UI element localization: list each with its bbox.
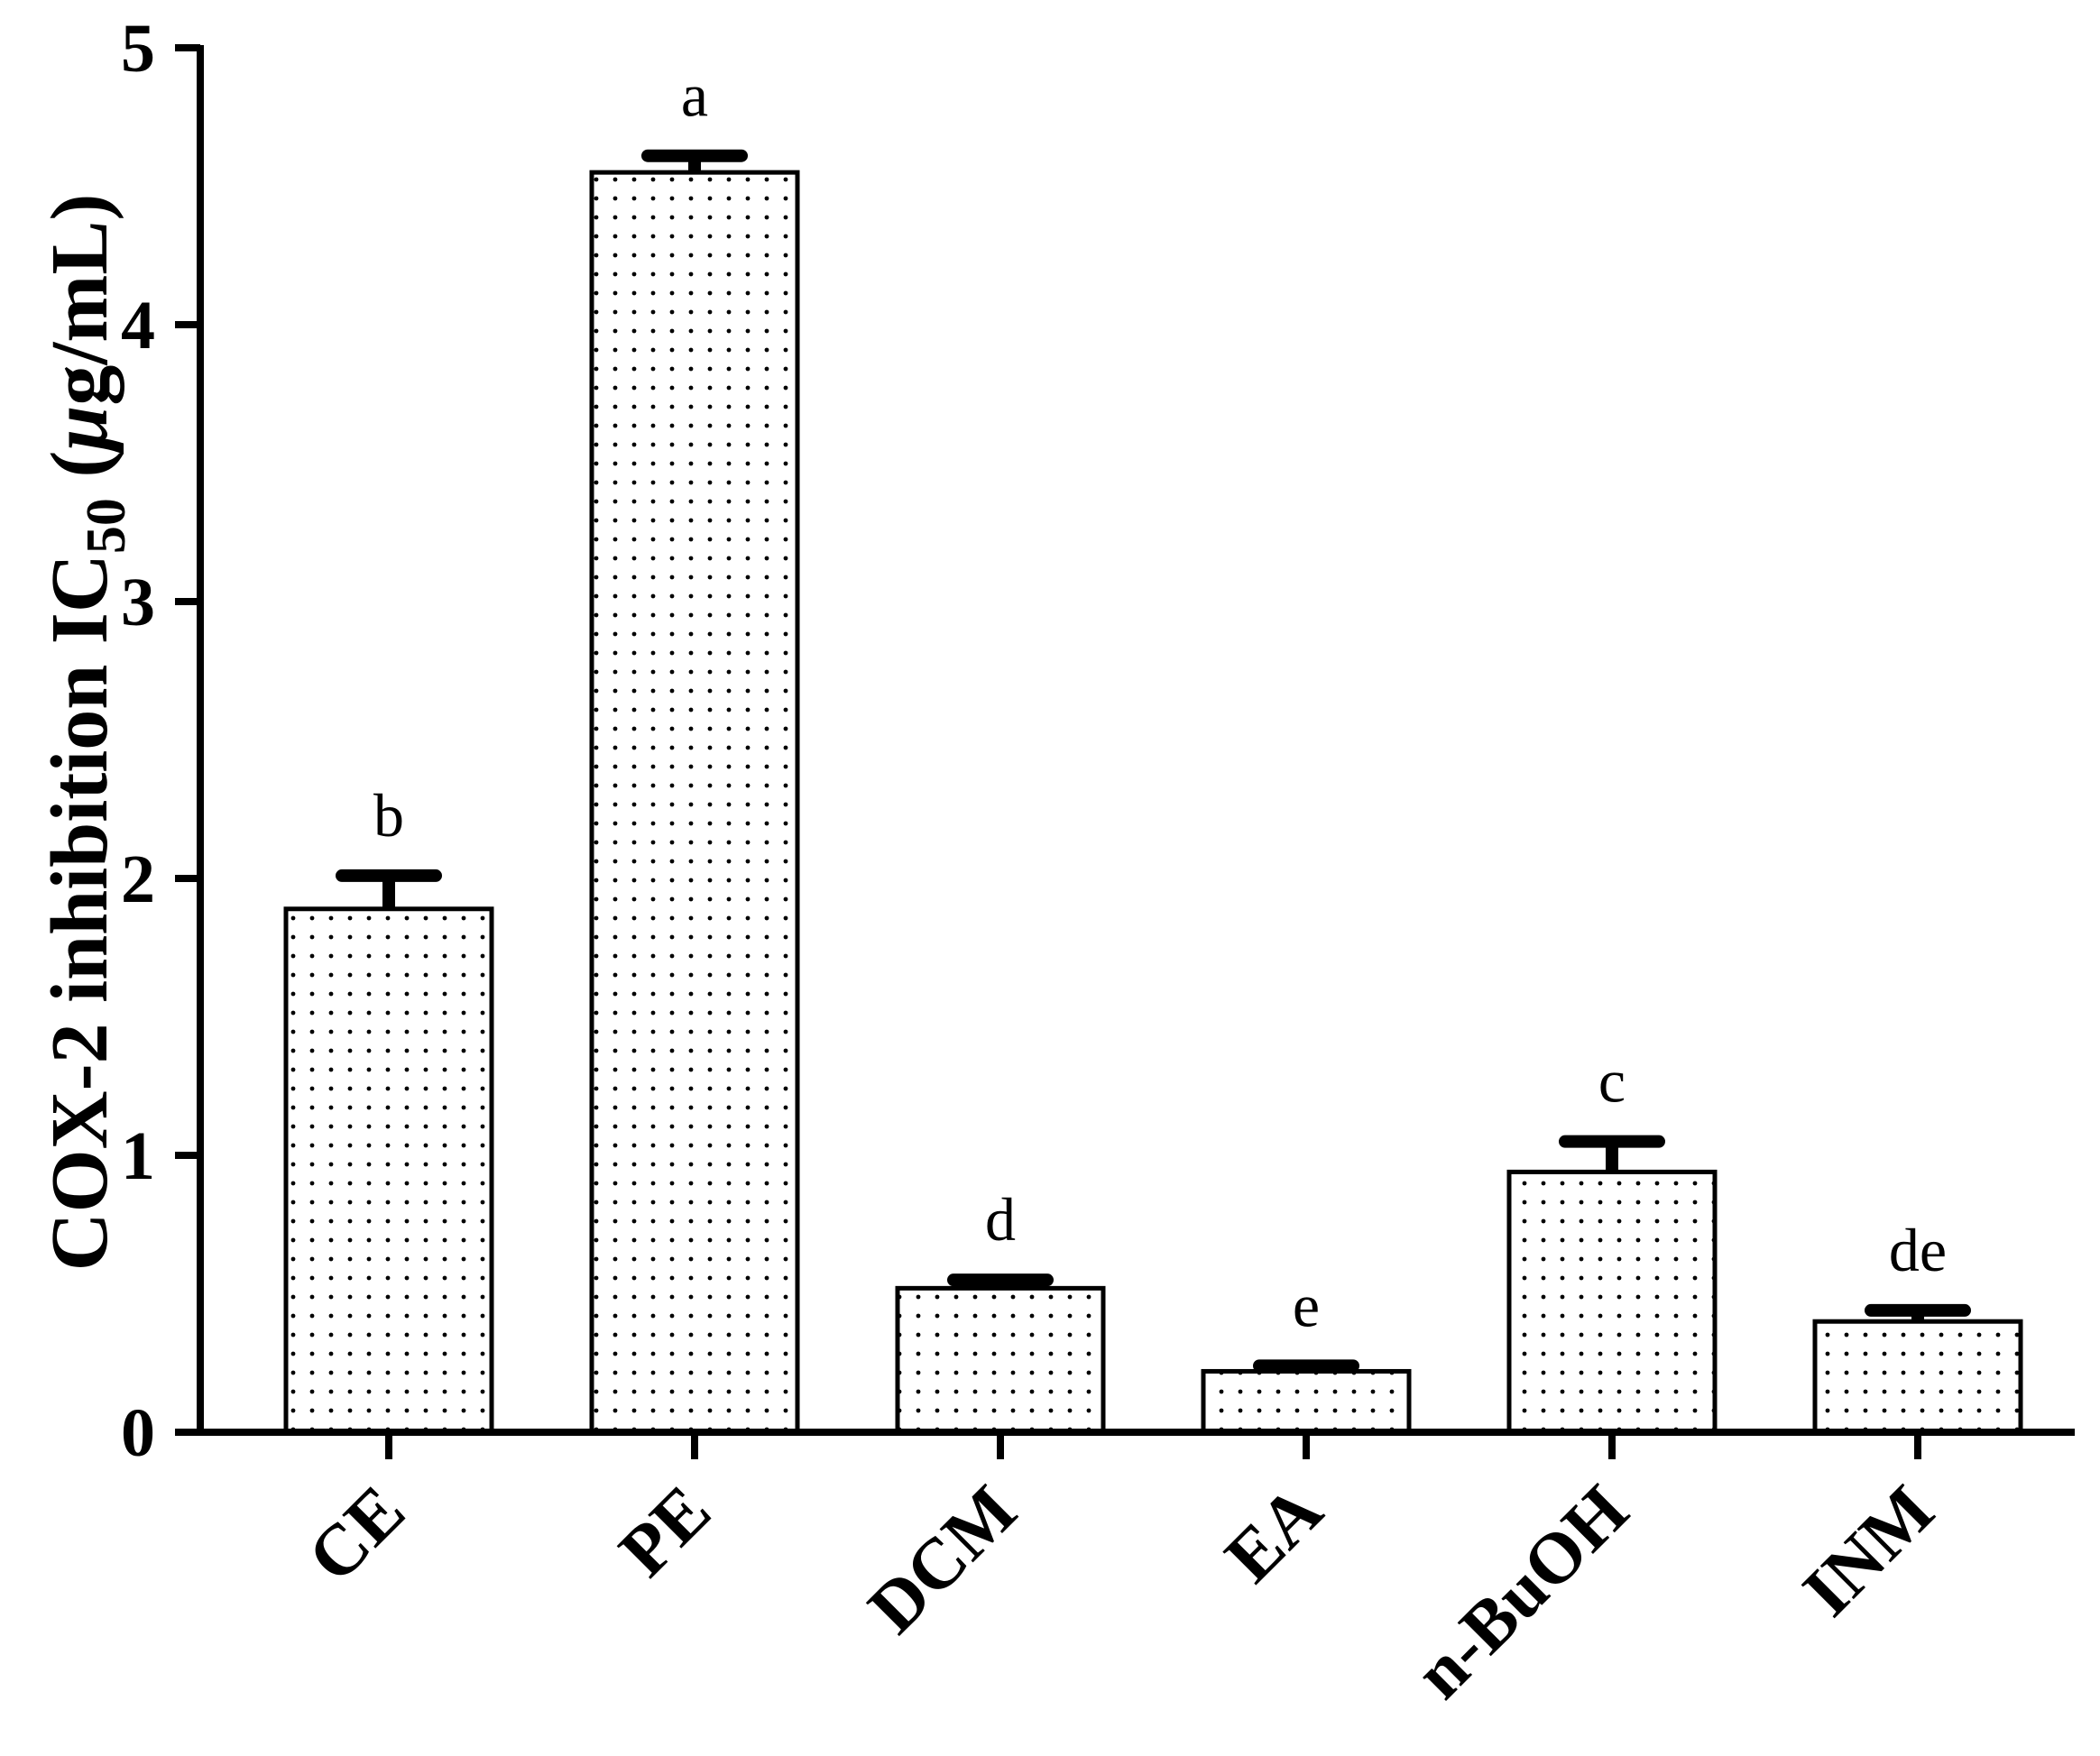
y-tick-label: 5 [121,11,155,87]
significance-letter: c [1598,1047,1626,1116]
y-tick-label: 3 [121,565,155,640]
x-tick-label: INM [1788,1471,1948,1632]
x-tick-label: CE [293,1471,420,1598]
significance-letter: a [681,61,708,130]
x-tick-label: DCM [853,1471,1031,1649]
y-tick-label: 4 [121,288,155,363]
significance-letter: b [373,781,404,850]
y-axis-title: COX-2 inhibition IC50 (μg/mL) [35,194,137,1272]
y-tick-label: 2 [121,841,155,917]
x-tick-label: EA [1211,1470,1338,1597]
significance-letter: d [985,1185,1016,1254]
significance-letter: e [1293,1271,1320,1339]
significance-letter: de [1889,1216,1947,1284]
bar-ea [1201,1368,1412,1435]
y-tick-label: 0 [121,1395,155,1471]
bar-pe [589,170,800,1435]
bar-dcm [895,1285,1106,1435]
bar-ce [283,906,494,1435]
y-axis-title-subscript: 50 [76,498,137,554]
y-tick-label: 1 [121,1118,155,1194]
y-axis-title-mu: μ [35,406,124,455]
x-tick-label: n-BuOH [1400,1471,1644,1715]
bar-n-buoh [1506,1169,1718,1435]
bar-inm [1812,1319,2023,1435]
x-tick-label: PE [604,1471,726,1593]
